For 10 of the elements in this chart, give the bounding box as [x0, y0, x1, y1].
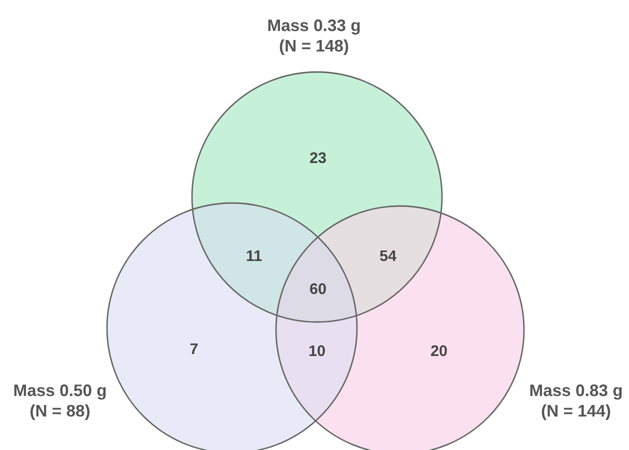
data-label: 10 — [309, 345, 325, 356]
text: Mass 0.83 g (N = 144) — [530, 384, 622, 420]
data-label: 7 — [190, 343, 198, 354]
data-label: 20 — [431, 345, 447, 356]
data-label: 54 — [380, 250, 396, 262]
data-label: 60 — [310, 283, 326, 294]
text: Mass 0.50 g (N = 88) — [14, 384, 106, 420]
data-label: 11 — [246, 250, 262, 261]
text: Mass 0.33 g (N = 148) — [268, 19, 360, 55]
data-label: 23 — [310, 152, 326, 164]
